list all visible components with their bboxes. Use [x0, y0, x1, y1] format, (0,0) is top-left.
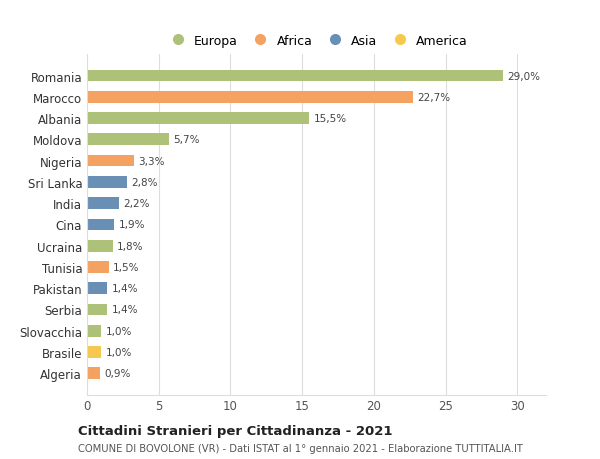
Text: 0,9%: 0,9% — [104, 369, 131, 379]
Text: COMUNE DI BOVOLONE (VR) - Dati ISTAT al 1° gennaio 2021 - Elaborazione TUTTITALI: COMUNE DI BOVOLONE (VR) - Dati ISTAT al … — [78, 443, 523, 453]
Bar — [87, 198, 119, 209]
Text: 1,0%: 1,0% — [106, 326, 132, 336]
Text: 1,4%: 1,4% — [112, 305, 138, 315]
Bar — [87, 347, 101, 358]
Bar — [87, 177, 127, 188]
Text: 2,8%: 2,8% — [131, 178, 158, 187]
Text: 15,5%: 15,5% — [314, 114, 347, 124]
Bar — [87, 283, 107, 294]
Text: 3,3%: 3,3% — [139, 156, 165, 166]
Bar — [87, 156, 134, 167]
Bar — [87, 241, 113, 252]
Text: 1,4%: 1,4% — [112, 284, 138, 294]
Bar — [87, 92, 413, 103]
Text: 1,0%: 1,0% — [106, 347, 132, 357]
Text: 22,7%: 22,7% — [417, 93, 450, 102]
Bar — [87, 113, 310, 125]
Text: 5,7%: 5,7% — [173, 135, 200, 145]
Bar — [87, 304, 107, 316]
Bar — [87, 219, 114, 231]
Text: 1,8%: 1,8% — [117, 241, 143, 251]
Bar — [87, 262, 109, 273]
Bar — [87, 71, 503, 82]
Bar — [87, 134, 169, 146]
Legend: Europa, Africa, Asia, America: Europa, Africa, Asia, America — [161, 31, 472, 51]
Bar — [87, 368, 100, 379]
Text: 29,0%: 29,0% — [507, 71, 540, 81]
Text: 2,2%: 2,2% — [123, 199, 149, 209]
Text: Cittadini Stranieri per Cittadinanza - 2021: Cittadini Stranieri per Cittadinanza - 2… — [78, 424, 392, 437]
Text: 1,9%: 1,9% — [119, 220, 145, 230]
Text: 1,5%: 1,5% — [113, 263, 139, 272]
Bar — [87, 325, 101, 337]
